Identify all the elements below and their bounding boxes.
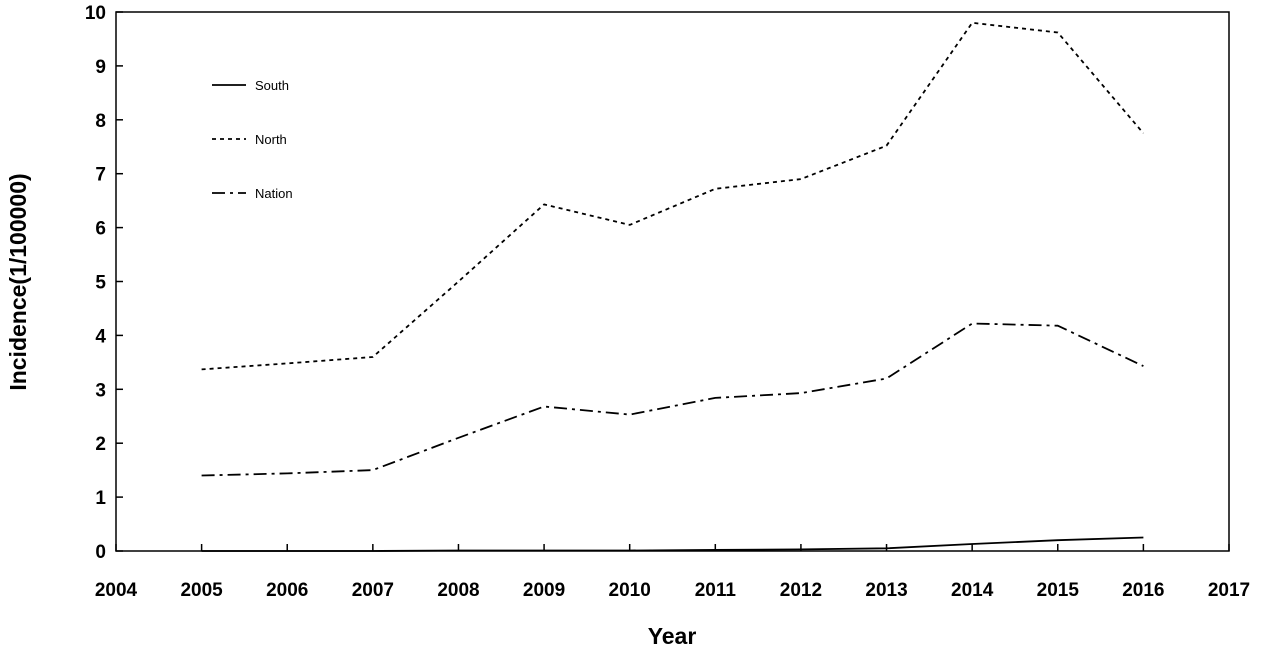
- x-tick-label: 2015: [1037, 580, 1080, 601]
- series-lines: [201, 21, 1145, 552]
- series-line-north: [201, 21, 1145, 371]
- legend-label-nation: Nation: [255, 186, 293, 201]
- series-line-south: [201, 536, 1144, 552]
- x-tick-label: 2011: [695, 580, 737, 601]
- x-tick-label: 2005: [180, 580, 223, 601]
- x-tick-label: 2009: [523, 580, 565, 601]
- x-tick-label: 2010: [609, 580, 651, 601]
- x-tick-label: 2007: [352, 580, 394, 601]
- legend: South North Nation: [212, 78, 293, 201]
- x-tick-label: 2012: [780, 580, 822, 601]
- y-tick-label: 0: [95, 542, 106, 563]
- y-tick-label: 2: [95, 434, 106, 455]
- x-tick-label: 2006: [266, 580, 308, 601]
- y-tick-label: 3: [95, 380, 106, 401]
- x-tick-label: 2014: [951, 580, 994, 601]
- y-tick-label: 7: [95, 165, 106, 186]
- y-axis-ticks: 0 1 2 3 4 5 6 7 8 9 10: [85, 3, 123, 563]
- series-line-nation: [201, 322, 1144, 477]
- x-tick-label: 2008: [437, 580, 479, 601]
- x-tick-label: 2016: [1122, 580, 1164, 601]
- y-tick-label: 8: [95, 111, 106, 132]
- legend-label-north: North: [255, 132, 287, 147]
- legend-label-south: South: [255, 78, 289, 93]
- y-tick-label: 1: [95, 488, 106, 509]
- x-tick-label: 2017: [1208, 580, 1250, 601]
- y-tick-label: 6: [95, 219, 106, 240]
- y-axis-title: Incidence(1/100000): [5, 173, 31, 390]
- y-tick-label: 5: [95, 273, 106, 294]
- y-tick-label: 10: [85, 3, 106, 24]
- x-tick-label: 2004: [95, 580, 138, 601]
- x-tick-label: 2013: [865, 580, 907, 601]
- x-axis-ticks: 2004 2005 2006 2007 2008 2009 2010 2011 2012 2013…: [95, 544, 1250, 601]
- y-tick-label: 9: [95, 57, 106, 78]
- x-axis-title: Year: [648, 623, 697, 649]
- y-tick-label: 4: [95, 326, 106, 347]
